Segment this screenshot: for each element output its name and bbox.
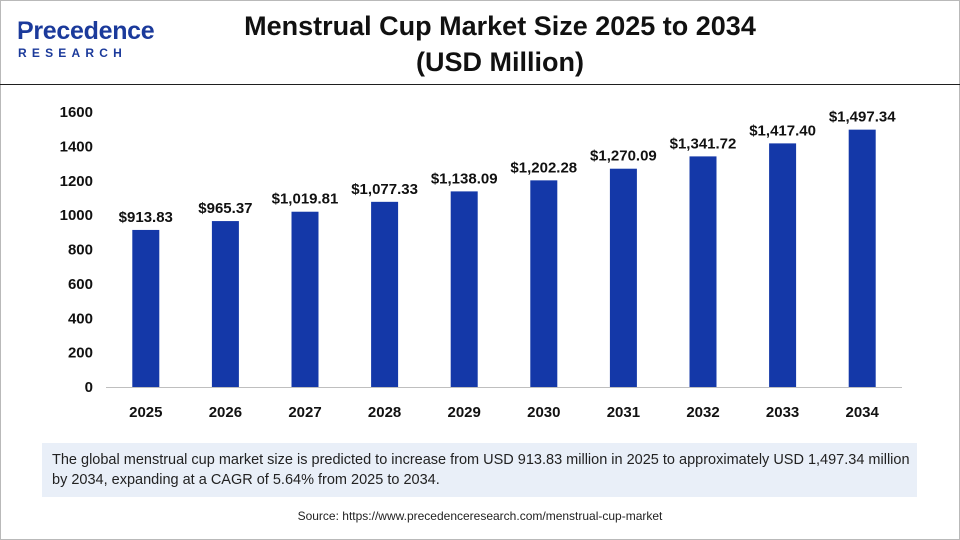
y-tick-label: 1200	[60, 173, 93, 190]
header-divider	[0, 84, 960, 85]
chart-title-line1: Menstrual Cup Market Size 2025 to 2034	[244, 11, 756, 41]
data-label: $1,138.09	[431, 170, 498, 187]
y-tick-label: 1400	[60, 138, 93, 155]
y-tick-label: 800	[68, 242, 93, 259]
bar	[848, 129, 876, 387]
x-tick-label: 2030	[527, 404, 560, 421]
bar-chart: 0 200 400 600 800 1000 1200 1400 1600 $913.83 2025…	[60, 104, 902, 421]
x-tick-label: 2025	[129, 404, 162, 421]
logo-wordmark-rest: recedence	[33, 17, 155, 45]
data-label: $1,019.81	[272, 191, 339, 208]
y-tick-label: 400	[68, 310, 93, 327]
x-tick-label: 2028	[368, 404, 401, 421]
bar	[769, 143, 797, 387]
logo-subtext: RESEARCH	[18, 46, 127, 60]
y-tick-label: 1600	[60, 104, 93, 121]
x-tick-label: 2029	[448, 404, 481, 421]
y-tick-label: 0	[85, 379, 93, 396]
caption-text: The global menstrual cup market size is …	[52, 452, 910, 488]
x-tick-label: 2027	[288, 404, 321, 421]
data-label: $965.37	[198, 200, 252, 217]
bar	[450, 191, 478, 387]
bar	[132, 229, 160, 387]
chart-title: Menstrual Cup Market Size 2025 to 2034 (…	[180, 8, 820, 80]
caption-box: The global menstrual cup market size is …	[42, 443, 917, 497]
bar	[291, 211, 319, 387]
bar	[530, 180, 558, 387]
data-label: $913.83	[119, 209, 173, 226]
x-tick-label: 2026	[209, 404, 242, 421]
data-label: $1,417.40	[749, 122, 816, 139]
y-tick-label: 1000	[60, 207, 93, 224]
x-tick-label: 2031	[607, 404, 640, 421]
chart-title-line2: (USD Million)	[416, 47, 584, 77]
bar	[609, 168, 637, 387]
y-tick-label: 200	[68, 345, 93, 362]
source-text: Source: https://www.precedenceresearch.c…	[297, 509, 663, 523]
y-tick-label: 600	[68, 276, 93, 293]
data-label: $1,077.33	[351, 181, 418, 198]
data-label: $1,270.09	[590, 148, 657, 165]
bar	[371, 201, 399, 387]
x-tick-label: 2033	[766, 404, 799, 421]
data-label: $1,497.34	[829, 109, 896, 126]
data-label: $1,202.28	[510, 159, 577, 176]
x-tick-label: 2032	[686, 404, 719, 421]
bar	[689, 156, 717, 387]
x-tick-label: 2034	[846, 404, 880, 421]
data-label: $1,341.72	[670, 135, 737, 152]
bar	[211, 221, 239, 387]
